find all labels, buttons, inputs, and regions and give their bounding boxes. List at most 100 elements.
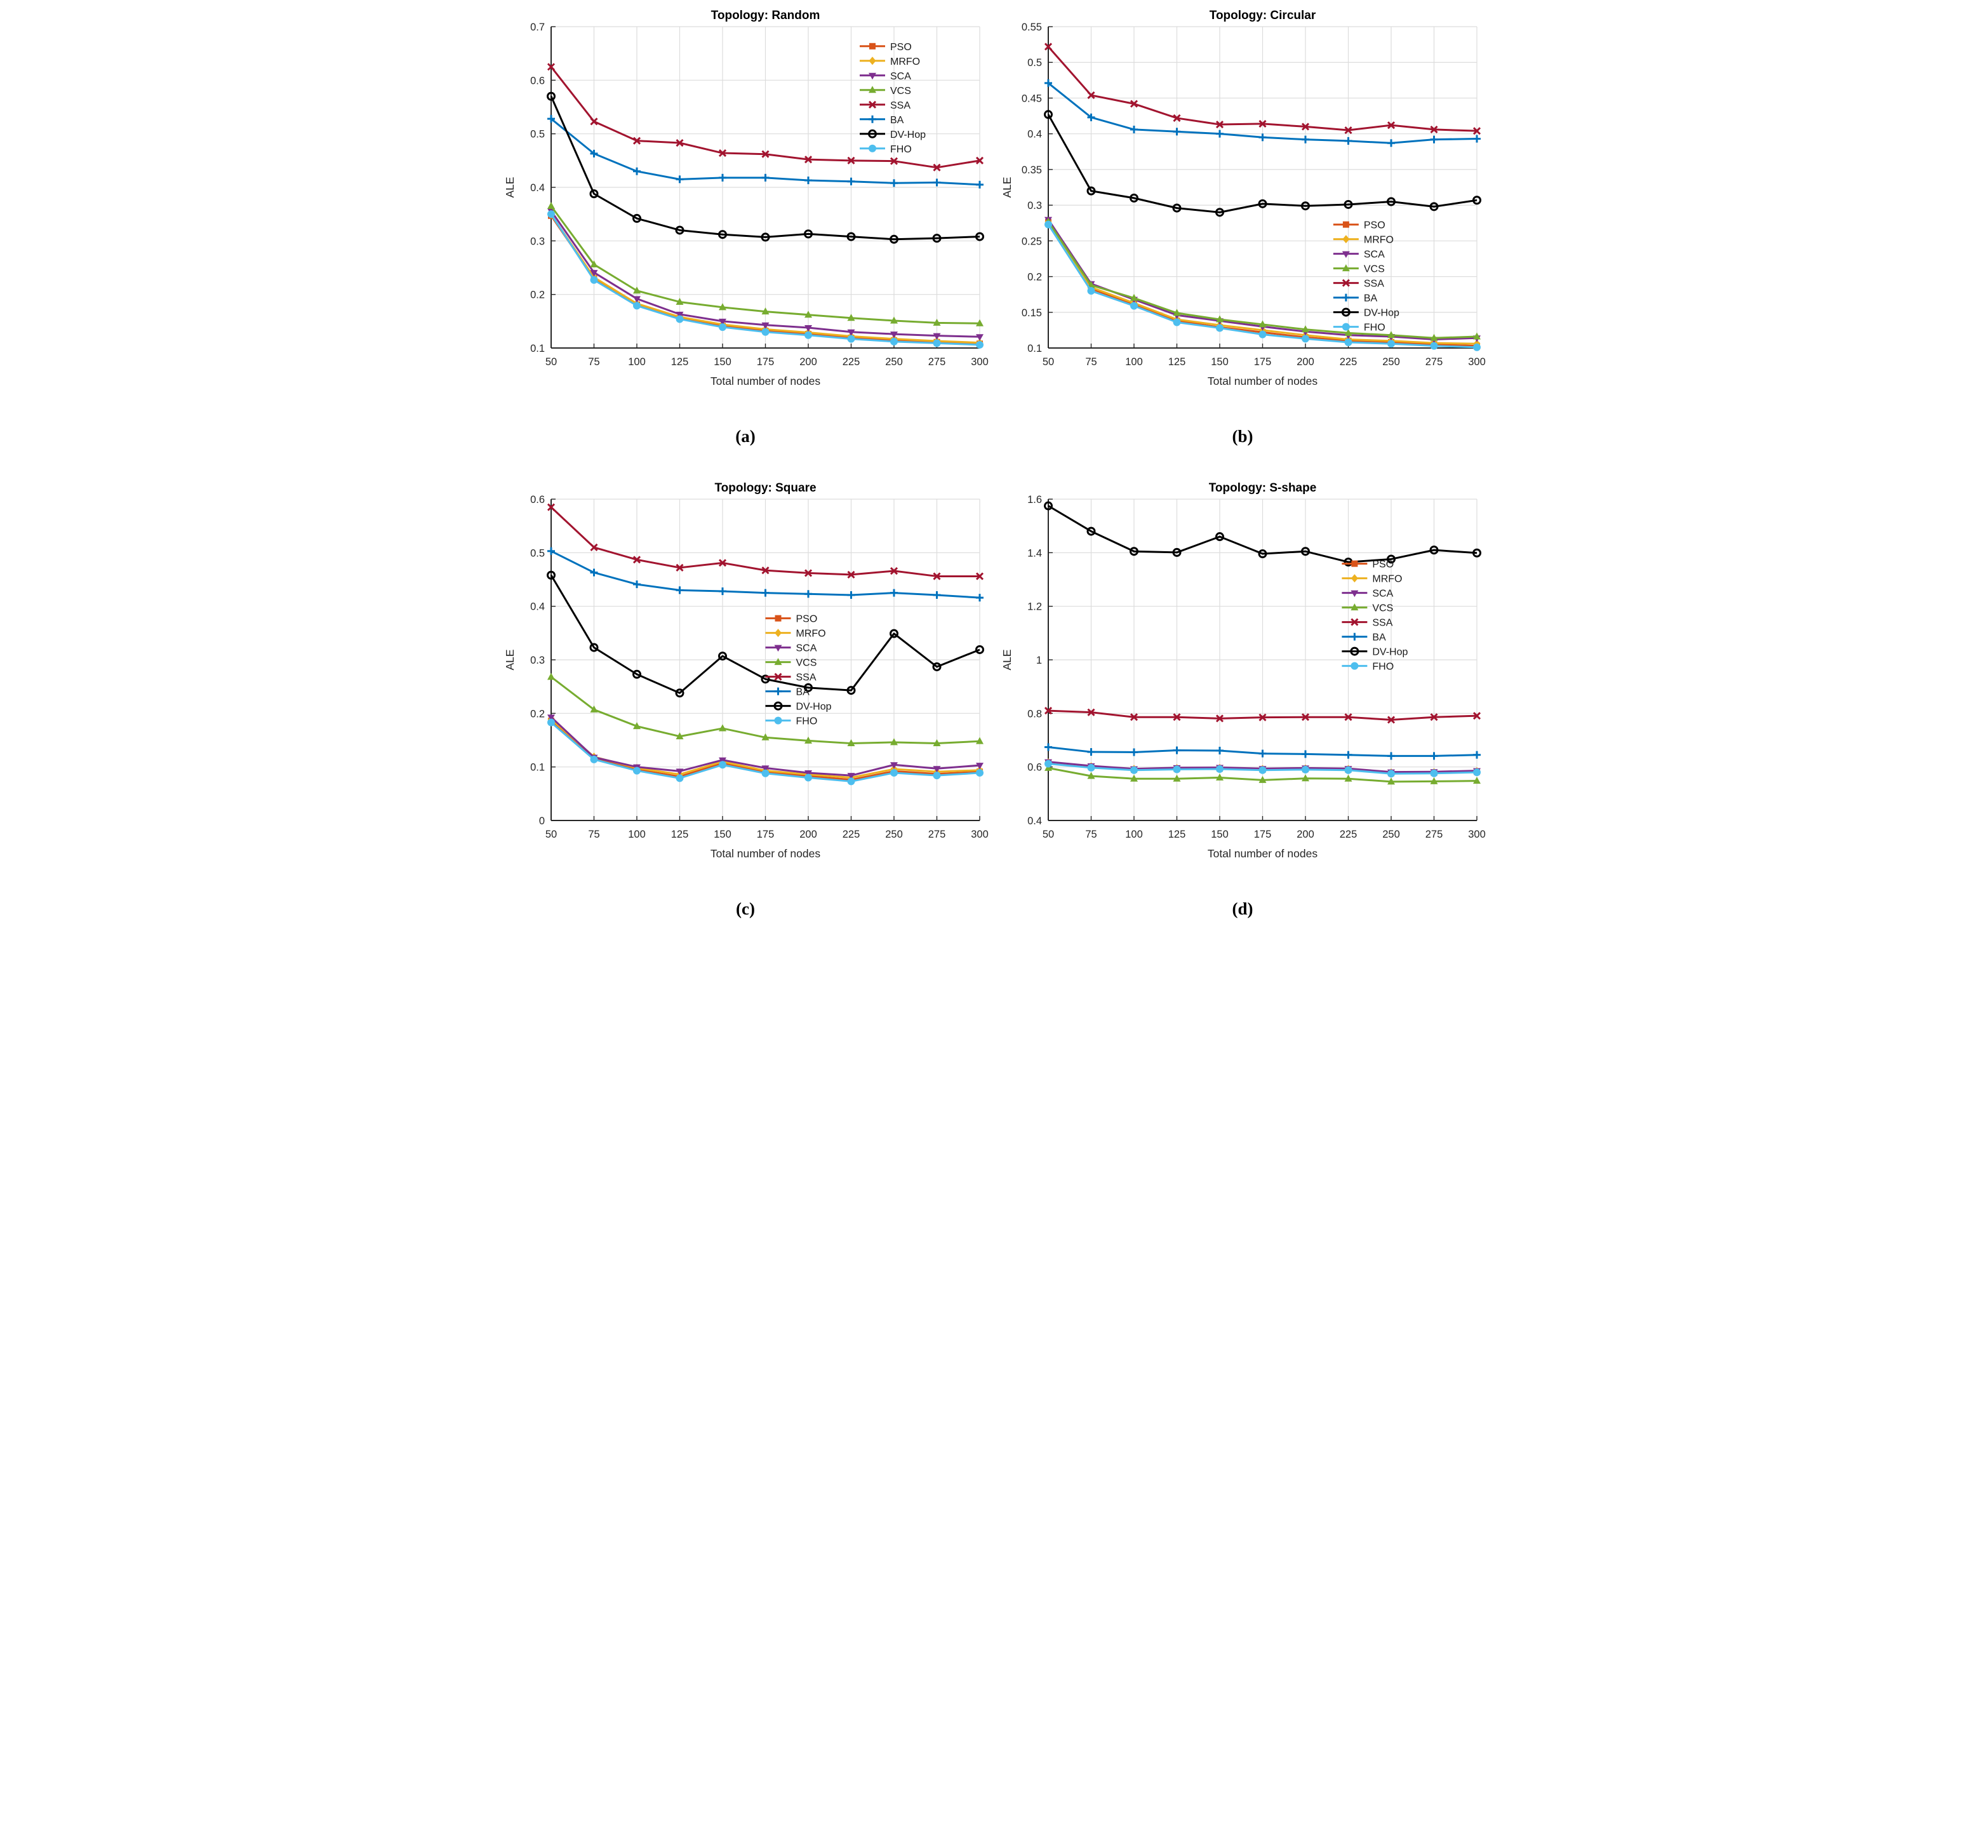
legend-entry-BA: BA [765,687,810,698]
y-tick-label: 0.25 [1021,236,1041,247]
chart-sshape: Topology: S-shape 0.4 0.6 0.8 1 1.2 1.4 1.6 50 75… [1001,481,1486,860]
marker-circle-open [1215,208,1224,217]
y-tick-label: 1.6 [1027,494,1042,506]
marker-circle-filled [1387,340,1395,348]
marker-triangle-up [975,319,984,326]
chart-cell-random: Topology: Random 0.1 0.2 0.3 0.4 0.5 0.6 0.7 50 7… [497,5,994,395]
series-line-DV-Hop [550,96,980,241]
y-tick-label: 0.15 [1021,307,1041,319]
legend-label-PSO: PSO [796,614,817,625]
marker-x [975,572,984,580]
legend-label-BA: BA [796,687,810,698]
marker-circle-filled [632,302,641,310]
caption-cell-c: (c) [497,867,994,950]
marker-triangle-up [1350,603,1358,611]
marker-triangle-up [1130,293,1138,301]
legend-label-FHO: FHO [890,144,912,155]
marker-circle-filled [676,774,683,782]
marker-circle-filled [1344,766,1352,774]
x-tick-label: 125 [670,829,688,840]
legend-label-PSO: PSO [1372,559,1394,570]
x-tick-label: 125 [1168,829,1185,840]
marker-circle-open [889,629,898,638]
x-tick-label: 200 [799,356,817,368]
x-axis-label: Total number of nodes [1207,847,1317,860]
legend-entry-SSA: SSA [1341,618,1392,629]
y-tick-label: 0.5 [530,129,545,140]
x-tick-label: 300 [971,829,989,840]
x-tick-label: 125 [670,356,688,368]
series-line-DV-Hop [1047,505,1477,563]
y-tick-label: 0.35 [1021,164,1041,176]
marker-circle-open [932,662,941,671]
marker-square [775,615,781,622]
marker-x [1387,716,1395,724]
marker-triangle-up [1344,328,1352,336]
marker-circle-open [1386,554,1396,564]
marker-x [718,559,726,567]
marker-circle-filled [804,331,812,339]
legend-entry-SCA: SCA [1341,589,1393,599]
marker-circle-filled [590,755,597,763]
marker-circle-filled [718,323,726,331]
x-tick-label: 75 [1085,829,1097,840]
legend: PSO MRFO SCA VCS SSA BA DV-Hop FHO [765,614,831,727]
marker-triangle-up [718,303,726,311]
legend-label-SCA: SCA [1372,589,1393,599]
legend-label-DV-Hop: DV-Hop [1372,647,1408,658]
legend-entry-VCS: VCS [1341,603,1393,614]
marker-triangle-up [1301,325,1309,333]
marker-triangle-down [868,72,876,80]
x-tick-label: 300 [1468,356,1486,368]
legend-entry-DV-Hop: DV-Hop [1333,307,1399,319]
series-FHO [1044,760,1481,778]
legend-label-SSA: SSA [890,100,911,111]
marker-triangle-down [676,768,683,775]
series-FHO [547,718,984,786]
marker-x [632,556,641,564]
legend-entry-SSA: SSA [765,673,816,683]
legend-entry-FHO: FHO [765,716,817,727]
marker-triangle-down [761,765,769,772]
marker-triangle-up [890,316,898,324]
marker-triangle-down [975,763,984,770]
legend-label-FHO: FHO [1372,662,1394,673]
marker-circle-open [1344,199,1352,209]
marker-circle-filled [1215,324,1224,332]
marker-circle-filled [590,276,597,284]
marker-circle-open [546,570,556,580]
series-DV-Hop [546,570,984,698]
caption-row-top: (a) (b) [497,395,1491,478]
marker-x [1350,618,1358,626]
marker-circle-open [1172,547,1181,557]
marker-circle-filled [761,769,769,777]
marker-circle-filled [975,340,984,349]
marker-triangle-up [1430,333,1438,341]
x-tick-label: 50 [545,829,556,840]
marker-x [868,100,876,109]
legend-label-MRFO: MRFO [890,57,920,67]
marker-triangle-up [868,86,876,93]
marker-circle-filled [933,772,940,780]
marker-x [1301,713,1309,721]
marker-triangle-up [933,318,940,326]
marker-circle-open [717,652,727,661]
marker-x [1429,713,1438,721]
marker-triangle-up [1387,331,1395,338]
chart-title: Topology: S-shape [1208,481,1316,495]
y-tick-label: 0.4 [1027,815,1042,827]
charts-row-bottom: Topology: Square 0 0.1 0.2 0.3 0.4 0.5 0.6 50 75 1… [497,478,1491,867]
legend-entry-FHO: FHO [859,144,912,155]
marker-diamond [1351,574,1358,583]
legend-entry-SCA: SCA [765,643,817,654]
y-tick-label: 0.5 [530,547,545,559]
marker-circle-open [1429,546,1438,555]
y-tick-label: 0.4 [530,601,545,613]
marker-circle-open [589,643,598,652]
marker-circle-open [867,129,877,138]
chart-circular: Topology: Circular 0.1 0.15 0.2 0.25 0.3 0.35 0… [1001,9,1486,387]
x-tick-label: 225 [842,356,860,368]
marker-circle-open [1258,199,1267,208]
series-SSA [547,503,984,580]
marker-x [1301,123,1309,131]
